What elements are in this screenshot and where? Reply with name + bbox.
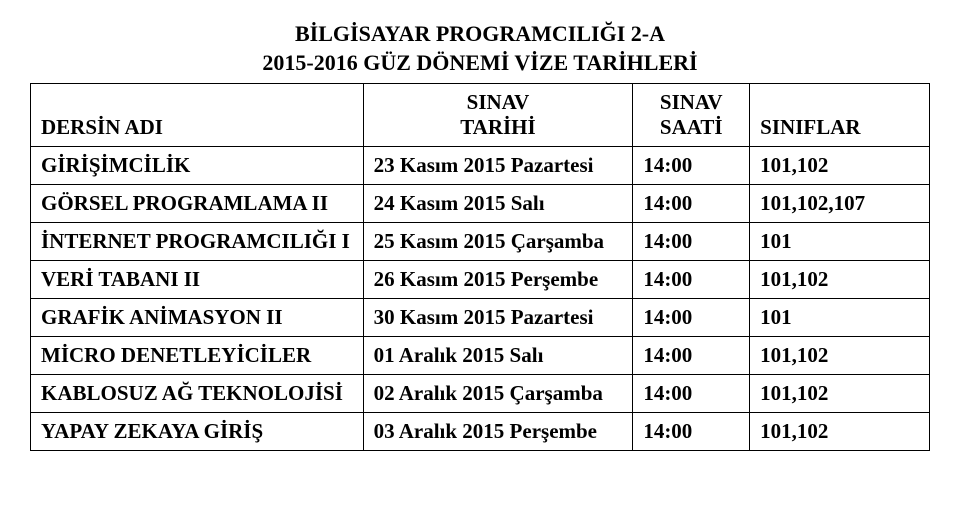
- cell-classrooms: 101,102: [750, 375, 930, 413]
- title-line-1: BİLGİSAYAR PROGRAMCILIĞI 2-A: [30, 20, 930, 49]
- cell-course-name: GİRİŞİMCİLİK: [31, 147, 364, 185]
- table-row: İNTERNET PROGRAMCILIĞI I 25 Kasım 2015 Ç…: [31, 223, 930, 261]
- cell-exam-date: 26 Kasım 2015 Perşembe: [363, 261, 633, 299]
- exam-date-text: 01 Aralık 2015 Salı: [374, 343, 544, 367]
- cell-course-name: GÖRSEL PROGRAMLAMA II: [31, 185, 364, 223]
- cell-exam-time: 14:00: [633, 375, 750, 413]
- cell-classrooms: 101: [750, 299, 930, 337]
- document-container: BİLGİSAYAR PROGRAMCILIĞI 2-A 2015-2016 G…: [30, 20, 930, 451]
- cell-exam-time: 14:00: [633, 223, 750, 261]
- cell-course-name: MİCRO DENETLEYİCİLER: [31, 337, 364, 375]
- classrooms-text: 101,102: [760, 343, 828, 367]
- exam-date-text: 23 Kasım 2015 Pazartesi: [374, 153, 594, 177]
- exam-time-text: 14:00: [643, 153, 692, 177]
- cell-classrooms: 101,102: [750, 413, 930, 451]
- header-date-top: SINAV: [374, 90, 623, 115]
- cell-exam-time: 14:00: [633, 147, 750, 185]
- exam-date-text: 30 Kasım 2015 Pazartesi: [374, 305, 594, 329]
- cell-course-name: VERİ TABANI II: [31, 261, 364, 299]
- exam-date-text: 03 Aralık 2015 Perşembe: [374, 419, 597, 443]
- cell-exam-time: 14:00: [633, 185, 750, 223]
- cell-exam-time: 14:00: [633, 261, 750, 299]
- classrooms-text: 101,102,107: [760, 191, 865, 215]
- cell-exam-date: 25 Kasım 2015 Çarşamba: [363, 223, 633, 261]
- header-name-label: DERSİN ADI: [41, 115, 163, 139]
- cell-classrooms: 101,102: [750, 337, 930, 375]
- cell-exam-time: 14:00: [633, 299, 750, 337]
- title-line-2: 2015-2016 GÜZ DÖNEMİ VİZE TARİHLERİ: [30, 49, 930, 78]
- table-row: YAPAY ZEKAYA GİRİŞ 03 Aralık 2015 Perşem…: [31, 413, 930, 451]
- exam-schedule-table: DERSİN ADI SINAV TARİHİ SINAV SAATİ SINI…: [30, 83, 930, 451]
- cell-classrooms: 101,102,107: [750, 185, 930, 223]
- exam-time-text: 14:00: [643, 381, 692, 405]
- cell-classrooms: 101: [750, 223, 930, 261]
- exam-time-text: 14:00: [643, 229, 692, 253]
- table-row: MİCRO DENETLEYİCİLER 01 Aralık 2015 Salı…: [31, 337, 930, 375]
- course-name-text: YAPAY ZEKAYA GİRİŞ: [41, 419, 263, 443]
- cell-course-name: KABLOSUZ AĞ TEKNOLOJİSİ: [31, 375, 364, 413]
- exam-date-text: 24 Kasım 2015 Salı: [374, 191, 545, 215]
- exam-time-text: 14:00: [643, 191, 692, 215]
- course-name-text: MİCRO DENETLEYİCİLER: [41, 343, 311, 367]
- table-row: GİRİŞİMCİLİK 23 Kasım 2015 Pazartesi 14:…: [31, 147, 930, 185]
- header-exam-date: SINAV TARİHİ: [363, 84, 633, 147]
- cell-exam-time: 14:00: [633, 337, 750, 375]
- cell-exam-date: 01 Aralık 2015 Salı: [363, 337, 633, 375]
- cell-exam-date: 02 Aralık 2015 Çarşamba: [363, 375, 633, 413]
- classrooms-text: 101,102: [760, 381, 828, 405]
- cell-exam-date: 23 Kasım 2015 Pazartesi: [363, 147, 633, 185]
- table-row: GRAFİK ANİMASYON II 30 Kasım 2015 Pazart…: [31, 299, 930, 337]
- table-row: GÖRSEL PROGRAMLAMA II 24 Kasım 2015 Salı…: [31, 185, 930, 223]
- cell-exam-time: 14:00: [633, 413, 750, 451]
- cell-exam-date: 03 Aralık 2015 Perşembe: [363, 413, 633, 451]
- table-header-row: DERSİN ADI SINAV TARİHİ SINAV SAATİ SINI…: [31, 84, 930, 147]
- classrooms-text: 101: [760, 305, 792, 329]
- header-course-name: DERSİN ADI: [31, 84, 364, 147]
- course-name-text: GÖRSEL PROGRAMLAMA II: [41, 191, 328, 215]
- header-time-top: SINAV: [643, 90, 739, 115]
- course-name-text: KABLOSUZ AĞ TEKNOLOJİSİ: [41, 381, 343, 405]
- exam-date-text: 02 Aralık 2015 Çarşamba: [374, 381, 603, 405]
- course-name-text: GRAFİK ANİMASYON II: [41, 305, 283, 329]
- cell-exam-date: 24 Kasım 2015 Salı: [363, 185, 633, 223]
- course-name-text: İNTERNET PROGRAMCILIĞI I: [41, 229, 350, 253]
- header-time-bottom: SAATİ: [643, 115, 739, 140]
- classrooms-text: 101,102: [760, 419, 828, 443]
- exam-time-text: 14:00: [643, 305, 692, 329]
- header-room-label: SINIFLAR: [760, 115, 860, 139]
- cell-course-name: YAPAY ZEKAYA GİRİŞ: [31, 413, 364, 451]
- cell-course-name: İNTERNET PROGRAMCILIĞI I: [31, 223, 364, 261]
- cell-exam-date: 30 Kasım 2015 Pazartesi: [363, 299, 633, 337]
- table-row: KABLOSUZ AĞ TEKNOLOJİSİ 02 Aralık 2015 Ç…: [31, 375, 930, 413]
- header-classrooms: SINIFLAR: [750, 84, 930, 147]
- cell-course-name: GRAFİK ANİMASYON II: [31, 299, 364, 337]
- header-date-bottom: TARİHİ: [374, 115, 623, 140]
- exam-date-text: 25 Kasım 2015 Çarşamba: [374, 229, 604, 253]
- cell-classrooms: 101,102: [750, 261, 930, 299]
- classrooms-text: 101: [760, 229, 792, 253]
- course-name-text: GİRİŞİMCİLİK: [41, 153, 190, 177]
- exam-time-text: 14:00: [643, 343, 692, 367]
- table-body: GİRİŞİMCİLİK 23 Kasım 2015 Pazartesi 14:…: [31, 147, 930, 451]
- exam-time-text: 14:00: [643, 267, 692, 291]
- exam-date-text: 26 Kasım 2015 Perşembe: [374, 267, 599, 291]
- title-block: BİLGİSAYAR PROGRAMCILIĞI 2-A 2015-2016 G…: [30, 20, 930, 77]
- classrooms-text: 101,102: [760, 153, 828, 177]
- course-name-text: VERİ TABANI II: [41, 267, 200, 291]
- cell-classrooms: 101,102: [750, 147, 930, 185]
- header-exam-time: SINAV SAATİ: [633, 84, 750, 147]
- classrooms-text: 101,102: [760, 267, 828, 291]
- exam-time-text: 14:00: [643, 419, 692, 443]
- table-row: VERİ TABANI II 26 Kasım 2015 Perşembe 14…: [31, 261, 930, 299]
